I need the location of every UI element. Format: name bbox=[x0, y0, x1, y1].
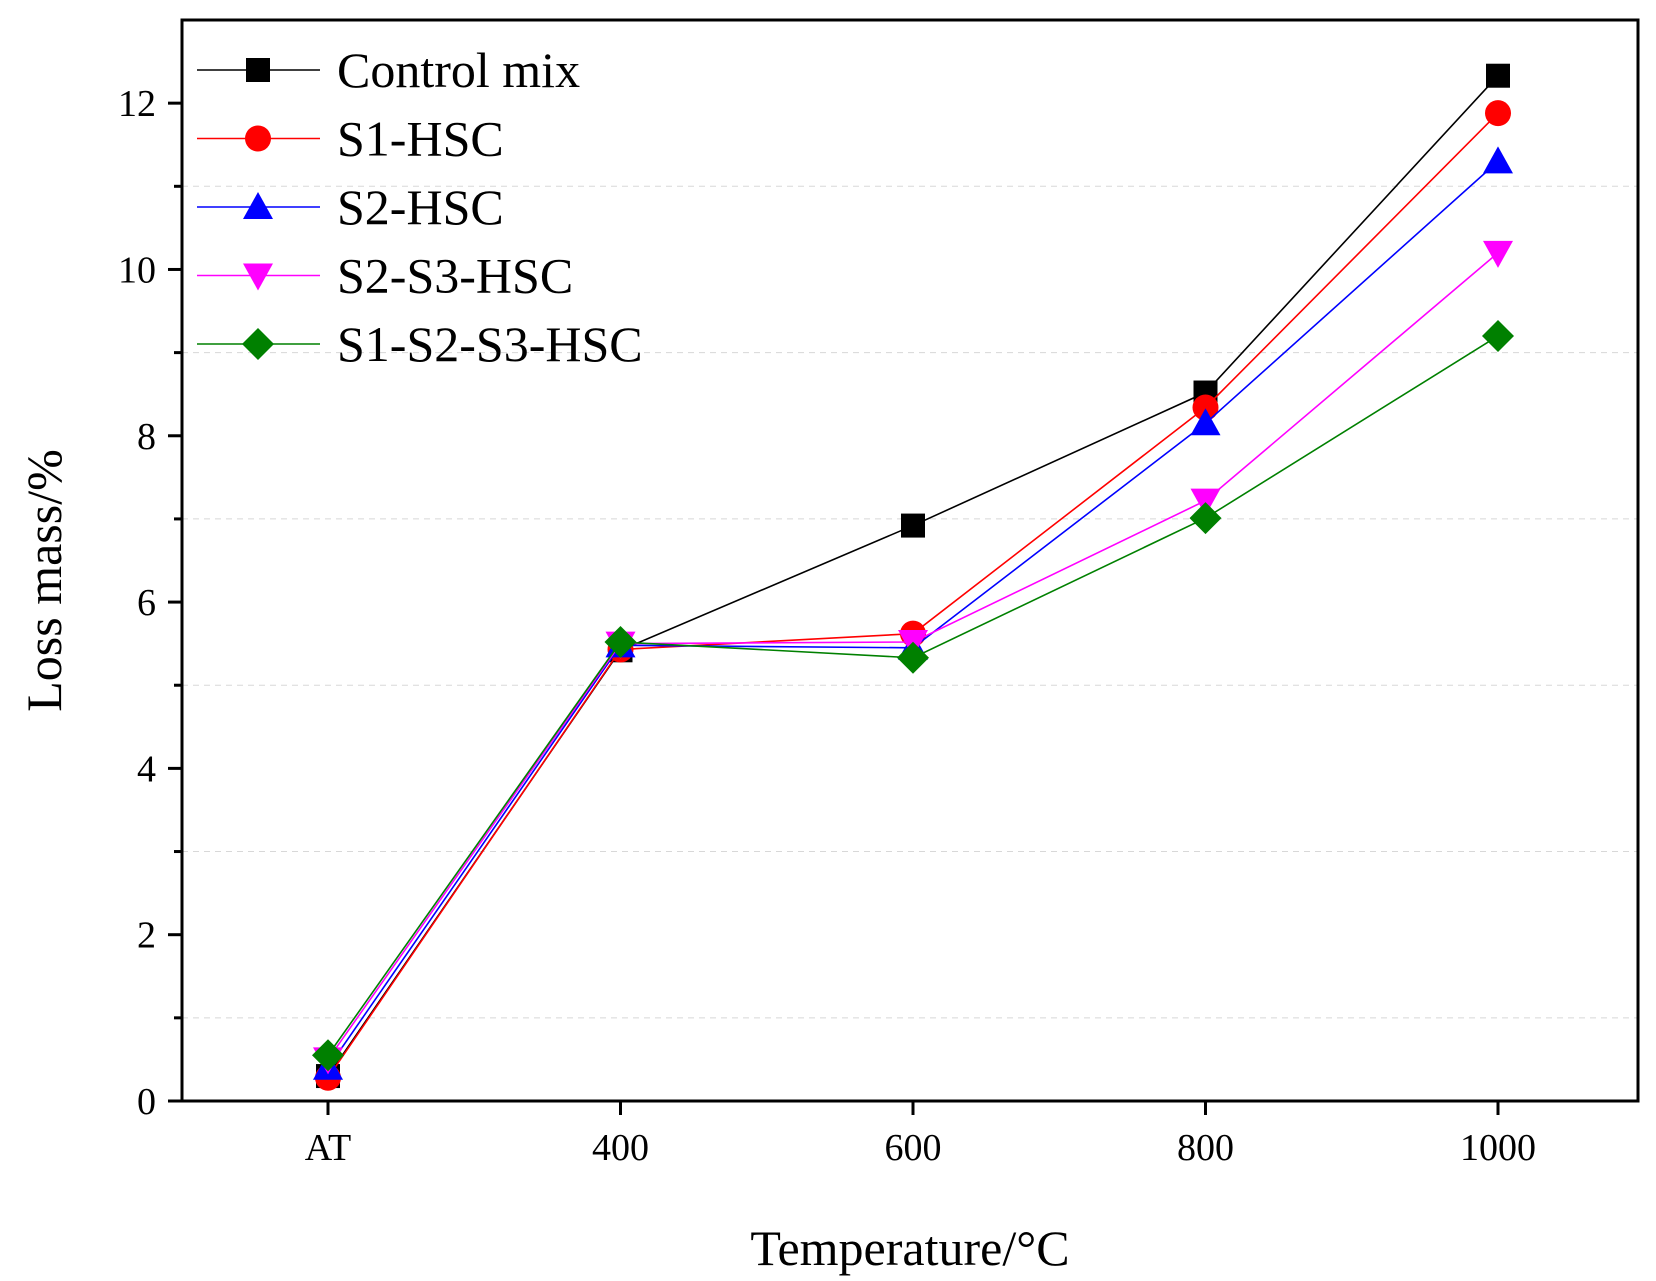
y-axis-title: Loss mass/% bbox=[16, 449, 72, 712]
legend-entry: Control mix bbox=[197, 42, 580, 98]
y-tick-label: 4 bbox=[137, 748, 156, 790]
diamond-marker bbox=[1189, 502, 1222, 535]
legend-label: S1-HSC bbox=[337, 111, 504, 167]
legend-entry: S1-S2-S3-HSC bbox=[197, 316, 643, 372]
series-layer bbox=[312, 63, 1514, 1091]
y-tick-label: 8 bbox=[137, 416, 156, 458]
series-line bbox=[327, 335, 1499, 1056]
series-s1-s2-s3-hsc bbox=[312, 319, 1514, 1072]
x-axis-title: Temperature/°C bbox=[750, 1220, 1069, 1276]
y-tick-label: 12 bbox=[118, 83, 156, 125]
x-tick-label: 1000 bbox=[1460, 1127, 1536, 1169]
x-tick-label: AT bbox=[305, 1127, 351, 1169]
legend-label: S1-S2-S3-HSC bbox=[337, 316, 643, 372]
square-marker bbox=[1486, 63, 1510, 88]
diamond-marker bbox=[604, 625, 637, 658]
triangle-up-marker bbox=[1190, 408, 1221, 436]
triangle-down-marker bbox=[1483, 240, 1513, 268]
circle-marker bbox=[1485, 100, 1511, 127]
y-tick-label: 6 bbox=[137, 582, 156, 624]
y-tick-label: 0 bbox=[137, 1081, 156, 1123]
legend-entry: S2-S3-HSC bbox=[197, 248, 573, 304]
legend-entry: S1-HSC bbox=[197, 111, 504, 167]
diamond-marker bbox=[312, 1039, 344, 1072]
legend-label: S2-HSC bbox=[337, 179, 504, 235]
legend-label: Control mix bbox=[337, 42, 580, 98]
legend-label: S2-S3-HSC bbox=[337, 248, 573, 304]
square-marker bbox=[246, 58, 270, 82]
square-marker bbox=[901, 513, 925, 538]
circle-marker bbox=[1192, 394, 1219, 421]
x-tick-label: 600 bbox=[885, 1127, 942, 1169]
triangle-up-marker bbox=[243, 192, 273, 219]
legend-entry: S2-HSC bbox=[197, 179, 504, 235]
y-tick-label: 10 bbox=[118, 249, 156, 291]
diamond-marker bbox=[242, 328, 274, 360]
diamond-marker bbox=[897, 641, 929, 674]
grid-layer bbox=[182, 185, 1638, 1019]
legend: Control mix S1-HSC S2-HSC S2-S3-HSC S1-S2-S3… bbox=[197, 42, 643, 372]
x-tick-label: 400 bbox=[592, 1127, 649, 1169]
x-tick-label: 800 bbox=[1177, 1127, 1234, 1169]
triangle-up-marker bbox=[1483, 146, 1513, 174]
triangle-down-marker bbox=[243, 263, 273, 291]
axes-layer: 0 2 4 6 8 10 12 AT 400 600 800 1000 bbox=[118, 83, 1536, 1169]
plot-frame bbox=[180, 18, 1640, 1103]
circle-marker bbox=[245, 125, 271, 152]
diamond-marker bbox=[1482, 319, 1514, 352]
y-tick-label: 2 bbox=[137, 915, 156, 957]
